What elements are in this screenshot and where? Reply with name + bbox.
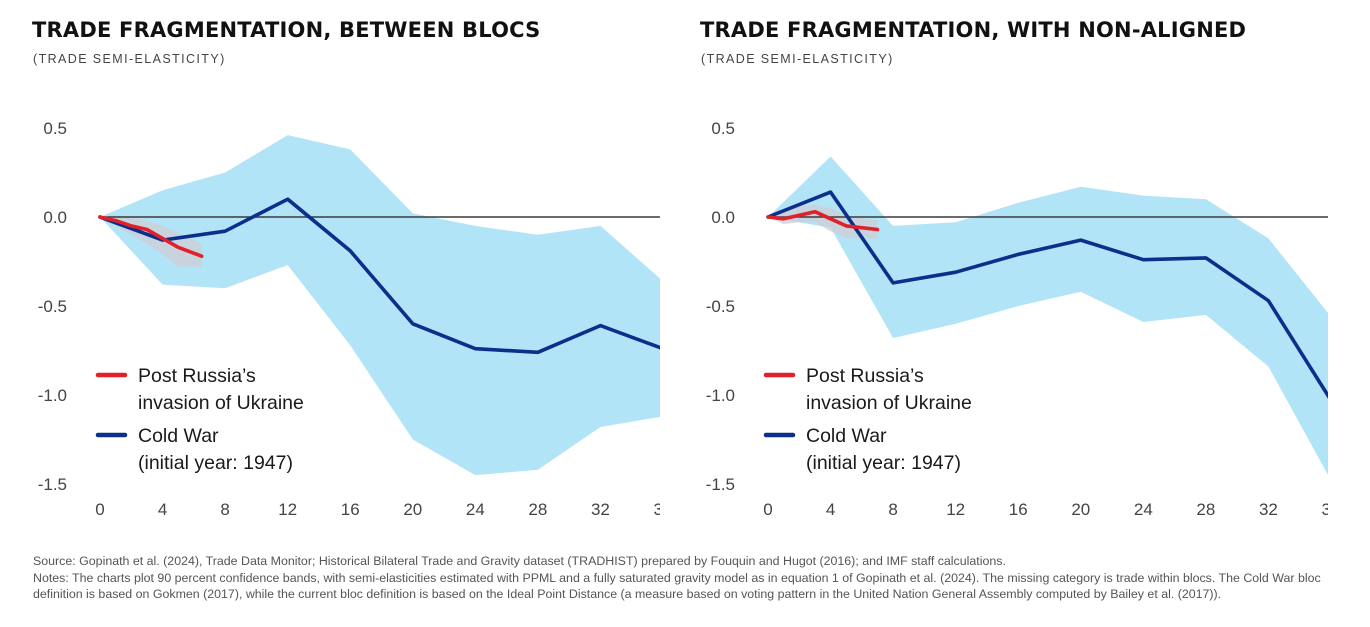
x-tick-label: 4 — [826, 500, 835, 519]
y-tick-label: 0.5 — [43, 119, 67, 138]
legend-label: invasion of Ukraine — [806, 392, 972, 414]
confidence-band-cold-war — [768, 156, 1328, 475]
series-line-post-invasion — [766, 209, 880, 232]
x-tick-label: 20 — [1071, 500, 1090, 519]
x-tick-label: 0 — [95, 500, 104, 519]
x-tick-label: 32 — [591, 500, 610, 519]
y-tick-label: -1.0 — [38, 386, 67, 405]
x-tick-label: 20 — [403, 500, 422, 519]
y-tick-label: 0.5 — [711, 119, 735, 138]
legend-label: (initial year: 1947) — [138, 452, 293, 474]
legend-label: Cold War — [806, 425, 887, 447]
confidence-band-post-invasion — [768, 204, 878, 239]
x-tick-label: 0 — [763, 500, 772, 519]
legend-label: Cold War — [138, 425, 219, 447]
x-tick-label: 8 — [888, 500, 897, 519]
chart-footer: Source: Gopinath et al. (2024), Trade Da… — [33, 553, 1343, 603]
legend-label: (initial year: 1947) — [806, 452, 961, 474]
legend-label: invasion of Ukraine — [138, 392, 304, 414]
x-tick-label: 12 — [278, 500, 297, 519]
x-tick-label: 24 — [466, 500, 485, 519]
x-tick-label: 24 — [1134, 500, 1153, 519]
x-tick-label: 28 — [528, 500, 547, 519]
y-tick-label: -1.5 — [38, 475, 67, 494]
y-tick-label: 0.0 — [711, 208, 735, 227]
chart-plot: 0.5 0.0 -0.5 -1.0 -1.5 0 4 8 12 16 20 24 28 32 36 Post … — [706, 119, 1328, 519]
source-note: Source: Gopinath et al. (2024), Trade Da… — [33, 554, 1006, 568]
notes-text: Notes: The charts plot 90 percent confid… — [33, 570, 1321, 602]
chart-subtitle: (TRADE SEMI-ELASTICITY) — [701, 52, 894, 66]
series-line-cold-war — [98, 197, 660, 355]
x-tick-label: 16 — [1009, 500, 1028, 519]
chart-plot: 0.5 0.0 -0.5 -1.0 -1.5 0 4 8 12 16 20 24 28 32 36 Post … — [38, 119, 660, 519]
legend-label: Post Russia’s — [138, 365, 256, 387]
series-line-cold-war — [766, 190, 1328, 399]
y-tick-label: -1.5 — [706, 475, 735, 494]
y-tick-label: 0.0 — [43, 208, 67, 227]
series-line-post-invasion — [98, 215, 204, 259]
chart-panel-with-non-aligned: TRADE FRAGMENTATION, WITH NON-ALIGNED (T… — [668, 0, 1328, 540]
chart-title: TRADE FRAGMENTATION, BETWEEN BLOCS — [32, 18, 541, 42]
chart-title: TRADE FRAGMENTATION, WITH NON-ALIGNED — [700, 18, 1247, 42]
confidence-band-cold-war — [100, 135, 660, 476]
x-tick-label: 16 — [341, 500, 360, 519]
y-tick-label: -0.5 — [706, 297, 735, 316]
x-tick-label: 28 — [1196, 500, 1215, 519]
y-tick-label: -0.5 — [38, 297, 67, 316]
x-tick-label: 32 — [1259, 500, 1278, 519]
x-tick-label: 8 — [220, 500, 229, 519]
x-tick-label: 4 — [158, 500, 167, 519]
chart-panel-between-blocs: TRADE FRAGMENTATION, BETWEEN BLOCS (TRAD… — [0, 0, 660, 540]
x-tick-label: 36 — [654, 500, 660, 519]
legend-label: Post Russia’s — [806, 365, 924, 387]
x-tick-label: 12 — [946, 500, 965, 519]
y-tick-label: -1.0 — [706, 386, 735, 405]
chart-subtitle: (TRADE SEMI-ELASTICITY) — [33, 52, 226, 66]
x-tick-label: 36 — [1322, 500, 1328, 519]
